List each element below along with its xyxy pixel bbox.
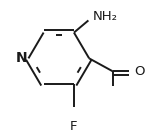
Text: N: N	[16, 51, 28, 65]
Text: F: F	[70, 120, 78, 133]
Text: O: O	[135, 65, 145, 78]
Text: NH₂: NH₂	[93, 10, 118, 23]
